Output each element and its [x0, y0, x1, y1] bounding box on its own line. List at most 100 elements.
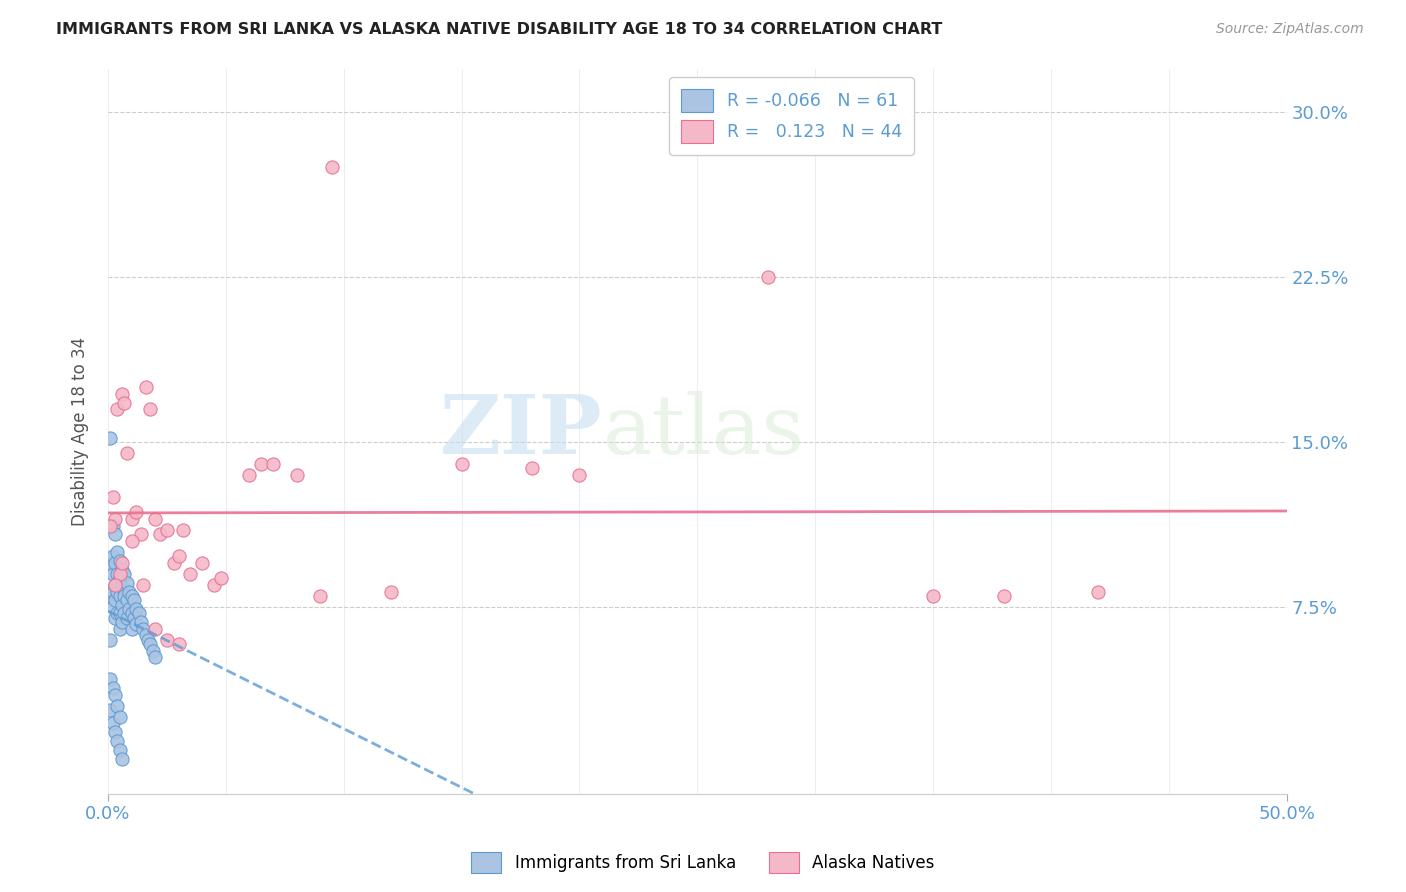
Point — [321, 161, 343, 175]
Point — [121, 589, 143, 603]
Point — [250, 457, 273, 471]
Point — [107, 734, 129, 748]
Point — [98, 673, 121, 687]
Point — [756, 270, 779, 285]
Point — [107, 545, 129, 559]
Point — [522, 461, 544, 475]
Point — [111, 598, 134, 612]
Point — [142, 644, 165, 658]
Point — [285, 468, 308, 483]
Point — [132, 622, 155, 636]
Legend: R = -0.066   N = 61, R =   0.123   N = 44: R = -0.066 N = 61, R = 0.123 N = 44 — [669, 78, 914, 155]
Point — [143, 512, 166, 526]
Point — [101, 599, 124, 614]
Point — [309, 589, 332, 603]
Point — [993, 589, 1015, 603]
Point — [107, 584, 129, 599]
Point — [104, 688, 127, 702]
Point — [104, 725, 127, 739]
Point — [114, 395, 136, 409]
Point — [121, 607, 143, 621]
Point — [111, 751, 134, 765]
Point — [98, 556, 121, 570]
Point — [128, 607, 150, 621]
Point — [135, 380, 157, 394]
Point — [115, 593, 138, 607]
Point — [115, 611, 138, 625]
Point — [101, 518, 124, 533]
Point — [98, 632, 121, 647]
Point — [139, 637, 162, 651]
Point — [125, 617, 148, 632]
Point — [115, 575, 138, 590]
Point — [98, 518, 121, 533]
Point — [115, 446, 138, 460]
Point — [179, 566, 201, 581]
Point — [121, 622, 143, 636]
Point — [143, 650, 166, 665]
Point — [156, 523, 179, 537]
Point — [104, 611, 127, 625]
Point — [98, 431, 121, 445]
Point — [108, 554, 131, 568]
Point — [98, 589, 121, 603]
Y-axis label: Disability Age 18 to 34: Disability Age 18 to 34 — [72, 336, 89, 525]
Point — [111, 615, 134, 630]
Point — [380, 584, 402, 599]
Text: IMMIGRANTS FROM SRI LANKA VS ALASKA NATIVE DISABILITY AGE 18 TO 34 CORRELATION C: IMMIGRANTS FROM SRI LANKA VS ALASKA NATI… — [56, 22, 942, 37]
Point — [98, 703, 121, 717]
Point — [129, 615, 152, 630]
Text: ZIP: ZIP — [440, 391, 603, 471]
Point — [136, 632, 159, 647]
Point — [118, 602, 141, 616]
Point — [139, 402, 162, 417]
Point — [209, 571, 232, 585]
Point — [104, 512, 127, 526]
Point — [101, 584, 124, 599]
Point — [121, 512, 143, 526]
Point — [125, 505, 148, 519]
Point — [922, 589, 945, 603]
Point — [108, 589, 131, 603]
Point — [122, 593, 145, 607]
Point — [108, 566, 131, 581]
Point — [108, 607, 131, 621]
Legend: Immigrants from Sri Lanka, Alaska Natives: Immigrants from Sri Lanka, Alaska Native… — [464, 846, 942, 880]
Point — [101, 566, 124, 581]
Point — [167, 637, 190, 651]
Point — [156, 632, 179, 647]
Point — [108, 710, 131, 724]
Point — [135, 628, 157, 642]
Point — [108, 622, 131, 636]
Point — [111, 562, 134, 576]
Point — [114, 607, 136, 621]
Point — [111, 556, 134, 570]
Point — [107, 607, 129, 621]
Point — [129, 527, 152, 541]
Point — [118, 584, 141, 599]
Point — [202, 578, 225, 592]
Point — [167, 549, 190, 564]
Point — [111, 386, 134, 401]
Point — [114, 566, 136, 581]
Point — [132, 578, 155, 592]
Point — [238, 468, 260, 483]
Point — [101, 549, 124, 564]
Point — [172, 523, 194, 537]
Point — [122, 611, 145, 625]
Point — [1087, 584, 1109, 599]
Point — [111, 580, 134, 594]
Text: Source: ZipAtlas.com: Source: ZipAtlas.com — [1216, 22, 1364, 37]
Point — [149, 527, 172, 541]
Point — [121, 533, 143, 548]
Text: atlas: atlas — [603, 391, 806, 471]
Point — [104, 578, 127, 592]
Point — [104, 556, 127, 570]
Point — [104, 593, 127, 607]
Point — [114, 589, 136, 603]
Point — [163, 556, 186, 570]
Point — [262, 457, 284, 471]
Point — [104, 527, 127, 541]
Point — [108, 571, 131, 585]
Point — [191, 556, 214, 570]
